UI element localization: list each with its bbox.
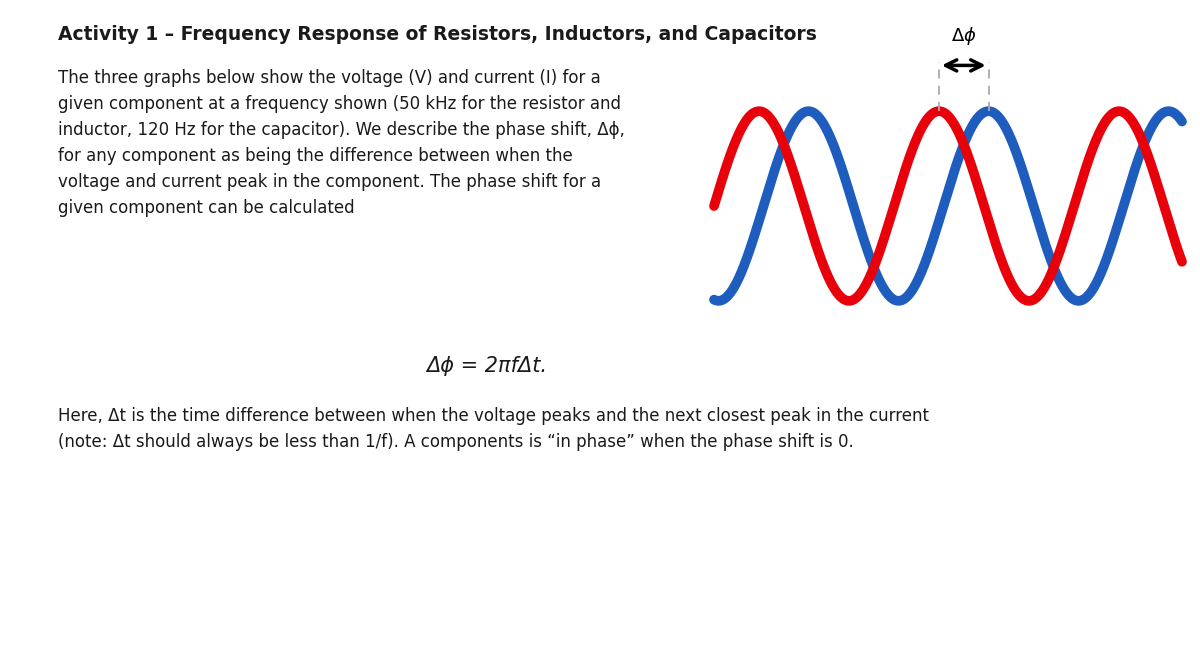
FancyArrowPatch shape: [946, 60, 982, 71]
Text: $\Delta\phi$: $\Delta\phi$: [950, 25, 977, 47]
Text: Δϕ = 2πfΔt.: Δϕ = 2πfΔt.: [426, 356, 547, 377]
Text: Here, Δt is the time difference between when the voltage peaks and the next clos: Here, Δt is the time difference between …: [58, 407, 929, 451]
Text: Activity 1 – Frequency Response of Resistors, Inductors, and Capacitors: Activity 1 – Frequency Response of Resis…: [58, 25, 816, 44]
Text: The three graphs below show the voltage (V) and current (I) for a
given componen: The three graphs below show the voltage …: [58, 69, 624, 217]
